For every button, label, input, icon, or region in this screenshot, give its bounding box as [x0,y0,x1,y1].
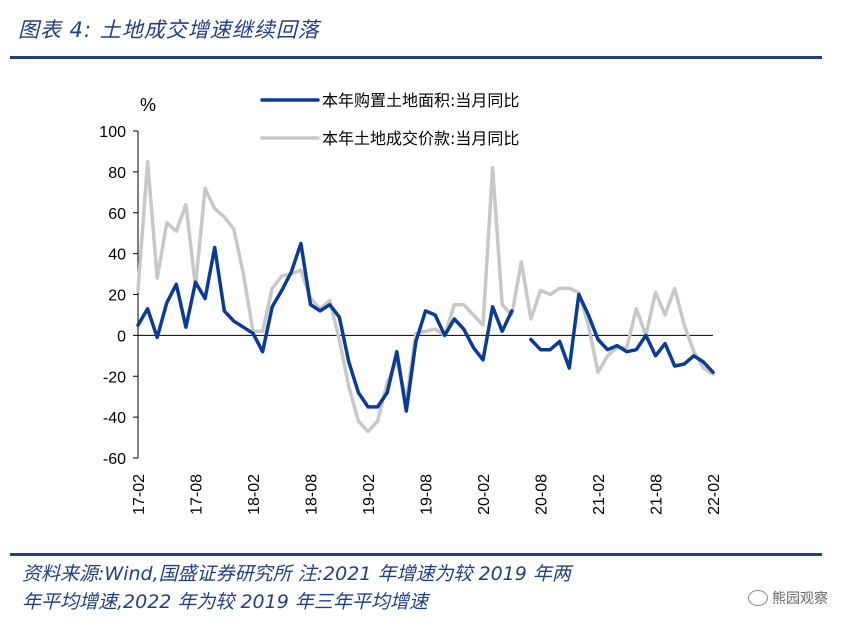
source-note-line-2: 年平均增速,2022 年为较 2019 年三年平均增速 [22,591,428,613]
x-tick-label: 18-08 [304,474,321,515]
series-line-land-area [136,241,715,413]
x-tick-label: 17-02 [131,474,148,515]
figure-title: 图表 4: 土地成交增速继续回落 [18,18,320,42]
watermark-text: 熊园观察 [772,591,828,607]
y-tick-label: -40 [103,410,126,427]
source-note-line-1: 资料来源:Wind,国盛证券研究所 注:2021 年增速为较 2019 年两 [22,563,571,585]
y-tick-label: -60 [103,451,126,468]
x-tick-label: 19-08 [419,474,436,515]
legend-label-land-price: 本年土地成交价款:当月同比 [322,129,519,148]
x-tick-label: 17-08 [189,474,206,515]
watermark: 熊园观察 [748,588,828,608]
legend-label-land-area: 本年购置土地面积:当月同比 [322,91,519,110]
header-rule [10,56,822,59]
x-tick-label: 20-08 [534,474,551,515]
x-tick-label: 20-02 [476,474,493,515]
x-tick-label: 18-02 [246,474,263,515]
x-tick-label: 19-02 [361,474,378,515]
wechat-icon [748,590,768,606]
y-tick-label: 40 [108,247,126,264]
y-tick-label: 100 [99,124,126,141]
x-tick-label: 21-08 [649,474,666,515]
source-note: 资料来源:Wind,国盛证券研究所 注:2021 年增速为较 2019 年两 年… [22,560,792,616]
x-tick-label: 22-02 [706,474,723,515]
y-tick-label: 60 [108,206,126,223]
y-tick-label: 80 [108,165,126,182]
y-tick-label: 20 [108,288,126,305]
y-axis-unit-label: % [140,95,156,115]
x-tick-label: 21-02 [591,474,608,515]
y-tick-label: -20 [103,369,126,386]
y-tick-label: 0 [117,328,126,345]
series-line-land-price [136,159,715,434]
footer-rule [10,553,822,556]
